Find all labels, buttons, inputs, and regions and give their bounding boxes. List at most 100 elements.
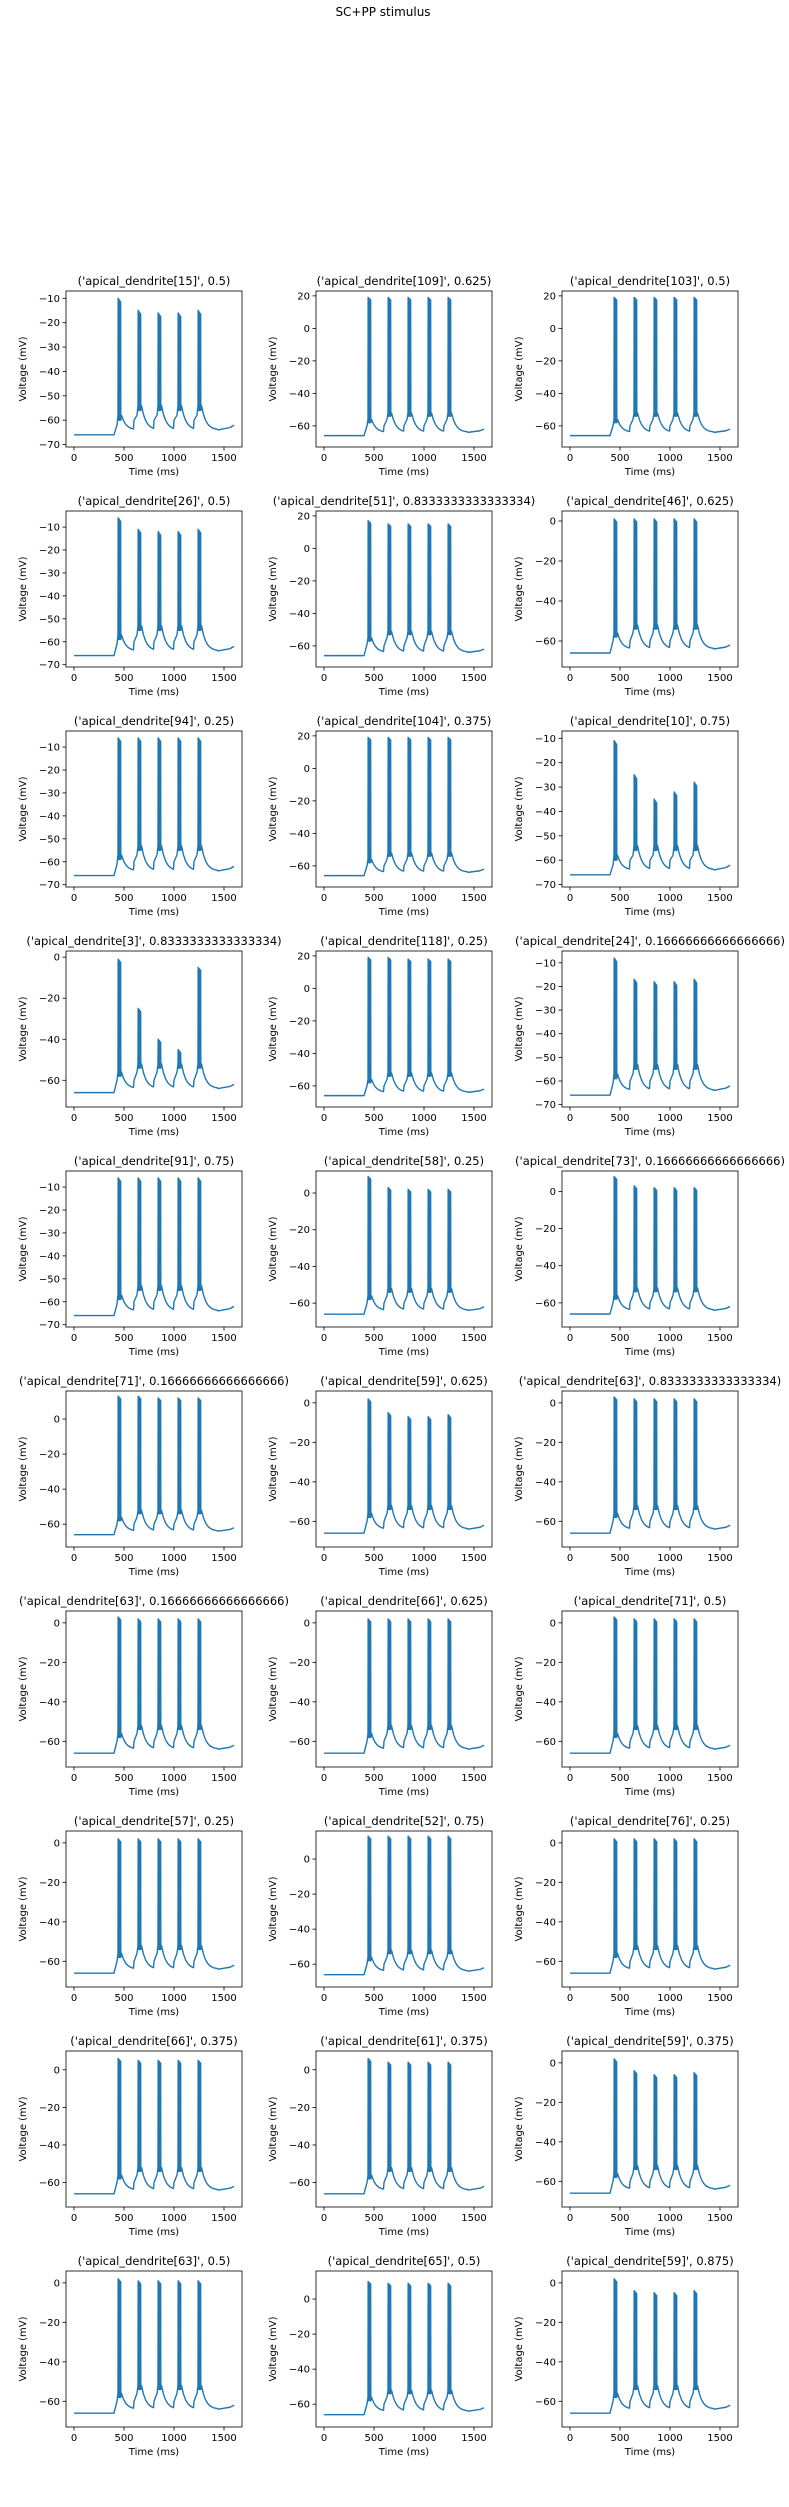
subplot-title: ('apical_dendrite[59]', 0.375) [566, 2034, 733, 2048]
x-tick-label: 500 [114, 1553, 133, 1564]
x-tick-label: 0 [321, 1113, 327, 1124]
x-tick-label: 1000 [411, 1333, 436, 1344]
axes-frame [561, 730, 739, 888]
x-tick-label: 1000 [161, 2433, 186, 2444]
x-tick-label: 1500 [461, 673, 486, 684]
x-tick-label: 1500 [707, 2213, 732, 2224]
axes-frame [65, 1390, 243, 1548]
axes-frame [315, 2270, 493, 2428]
y-tick-label: −20 [535, 1438, 556, 1449]
x-tick-label: 0 [567, 1993, 573, 2004]
subplot-23: ('apical_dendrite[76]', 0.25) 0 500 1000 150… [514, 1814, 739, 2018]
y-tick-label: 20 [297, 291, 310, 302]
y-tick-label: −20 [289, 1890, 310, 1901]
y-tick-label: −40 [289, 1697, 310, 1708]
y-tick-label: −60 [535, 421, 556, 432]
x-axis-label: Time (ms) [624, 2227, 676, 2238]
y-tick-label: −60 [289, 1737, 310, 1748]
x-axis-label: Time (ms) [378, 1127, 430, 1138]
x-axis-label: Time (ms) [378, 2007, 430, 2018]
x-tick-label: 500 [114, 1113, 133, 1124]
x-axis-label: Time (ms) [624, 2447, 676, 2458]
y-tick-label: −40 [39, 1485, 60, 1496]
x-tick-label: 0 [71, 2213, 77, 2224]
y-tick-label: −20 [39, 766, 60, 777]
subplot-26: ('apical_dendrite[59]', 0.375) 0 500 1000 15… [514, 2034, 739, 2238]
x-tick-label: 0 [567, 1113, 573, 1124]
voltage-trace [324, 2280, 485, 2416]
x-tick-label: 1000 [411, 2213, 436, 2224]
y-axis-label: Voltage (mV) [514, 1436, 525, 1501]
x-axis-label: Time (ms) [378, 467, 430, 478]
subplot-17: ('apical_dendrite[63]', 0.83333333333333… [514, 1374, 781, 1578]
y-axis-label: Voltage (mV) [514, 2096, 525, 2161]
y-axis-label: Voltage (mV) [18, 2316, 29, 2381]
axes-frame [315, 2050, 493, 2208]
x-tick-label: 0 [71, 1993, 77, 2004]
x-tick-label: 1000 [411, 893, 436, 904]
y-axis-label: Voltage (mV) [268, 336, 279, 401]
y-tick-label: −20 [535, 356, 556, 367]
x-axis-label: Time (ms) [624, 2007, 676, 2018]
x-tick-label: 1000 [411, 1993, 436, 2004]
axes-frame [315, 1170, 493, 1328]
y-tick-label: −40 [289, 1477, 310, 1488]
y-tick-label: −40 [535, 2137, 556, 2148]
x-tick-label: 500 [364, 1113, 383, 1124]
x-tick-label: 1500 [461, 1773, 486, 1784]
x-tick-label: 1000 [161, 2213, 186, 2224]
y-tick-label: −40 [39, 1697, 60, 1708]
x-tick-label: 1500 [461, 1553, 486, 1564]
y-tick-label: −60 [535, 856, 556, 867]
x-tick-label: 500 [364, 1333, 383, 1344]
y-tick-label: −60 [289, 2178, 310, 2189]
subplot-title: ('apical_dendrite[103]', 0.5) [570, 274, 730, 288]
y-axis-label: Voltage (mV) [18, 1436, 29, 1501]
y-tick-label: 0 [54, 1838, 60, 1849]
x-tick-label: 500 [610, 1993, 629, 2004]
subplot-9: ('apical_dendrite[3]', 0.833333333333333… [18, 934, 282, 1138]
subplot-title: ('apical_dendrite[71]', 0.16666666666666… [19, 1374, 289, 1388]
voltage-trace [74, 1395, 235, 1536]
y-tick-label: −40 [535, 1917, 556, 1928]
y-tick-label: −10 [39, 523, 60, 534]
x-tick-label: 1500 [211, 1333, 236, 1344]
voltage-trace [74, 958, 235, 1094]
y-tick-label: −50 [39, 1274, 60, 1285]
x-axis-label: Time (ms) [624, 907, 676, 918]
y-tick-label: −20 [535, 758, 556, 769]
x-tick-label: 1500 [707, 2433, 732, 2444]
x-tick-label: 500 [364, 2213, 383, 2224]
voltage-trace [324, 1835, 485, 1976]
y-tick-label: −20 [39, 1878, 60, 1889]
subplot-title: ('apical_dendrite[57]', 0.25) [74, 1814, 234, 1828]
y-tick-label: 0 [550, 324, 556, 335]
x-tick-label: 1000 [411, 453, 436, 464]
x-tick-label: 500 [610, 1333, 629, 1344]
y-tick-label: −40 [289, 1049, 310, 1060]
y-tick-label: −20 [39, 1450, 60, 1461]
y-tick-label: −40 [289, 1925, 310, 1936]
subplot-title: ('apical_dendrite[91]', 0.75) [74, 1154, 234, 1168]
subplot-4: ('apical_dendrite[51]', 0.83333333333333… [268, 494, 535, 698]
axes-frame [561, 1390, 739, 1548]
x-axis-label: Time (ms) [624, 1567, 676, 1578]
y-tick-label: 0 [304, 544, 310, 555]
y-tick-label: −60 [39, 637, 60, 648]
x-axis-label: Time (ms) [378, 1347, 430, 1358]
x-tick-label: 500 [114, 2213, 133, 2224]
y-tick-label: −60 [535, 1077, 556, 1088]
x-tick-label: 0 [567, 2433, 573, 2444]
y-axis-label: Voltage (mV) [18, 336, 29, 401]
y-tick-label: −40 [39, 367, 60, 378]
axes-frame [561, 1610, 739, 1768]
subplot-title: ('apical_dendrite[58]', 0.25) [324, 1154, 484, 1168]
x-tick-label: 1000 [657, 893, 682, 904]
axes-frame [65, 2050, 243, 2208]
y-tick-label: 20 [543, 291, 556, 302]
subplot-14: ('apical_dendrite[73]', 0.16666666666666… [514, 1154, 785, 1358]
voltage-trace [74, 517, 235, 657]
x-tick-label: 1500 [211, 453, 236, 464]
subplot-12: ('apical_dendrite[91]', 0.75) 0 500 1000 150… [18, 1154, 243, 1358]
